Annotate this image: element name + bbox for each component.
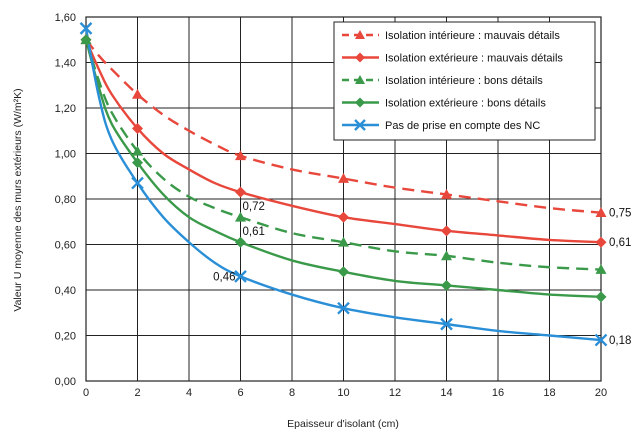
data-label: 0,75 [609, 208, 631, 220]
triangle-marker [441, 188, 452, 199]
legend-box [333, 21, 596, 141]
diamond-marker [355, 97, 365, 108]
x-marker-stroke [440, 317, 453, 331]
x-marker [440, 317, 453, 331]
diamond-marker [338, 266, 349, 278]
x-marker [594, 333, 608, 347]
x-marker-stroke [79, 22, 93, 35]
y-tick-label: 0,80 [55, 194, 76, 206]
triangle-marker [338, 173, 349, 183]
x-tick-label: 20 [595, 387, 607, 399]
triangle-marker [235, 150, 246, 161]
y-tick-label: 0,00 [55, 376, 76, 388]
x-tick-label: 16 [492, 387, 504, 399]
diamond-marker [132, 157, 143, 169]
x-tick-label: 18 [543, 387, 555, 399]
data-label: 0,61 [609, 237, 631, 249]
legend-entry: Isolation extérieure : mauvais détails [385, 53, 563, 65]
tick-labels: 0 2 4 6 8 10 12 14 16 18 20 0,00 0,20 0,40 0,60 0,80 1,0… [55, 12, 608, 399]
triangle-marker [132, 88, 143, 99]
x-axis-title: Epaisseur d'isolant (cm) [287, 418, 399, 430]
diamond-marker [235, 186, 246, 198]
y-tick-label: 1,40 [55, 58, 76, 70]
triangle-marker [235, 211, 246, 222]
marker-layer [79, 22, 608, 347]
x-tick-label: 4 [186, 387, 192, 399]
x-marker-stroke [337, 301, 350, 315]
plot-frame [85, 16, 602, 382]
legend-entry: Isolation intérieure : mauvais détails [385, 30, 560, 42]
diamond-marker [355, 52, 365, 63]
data-label: 0,46 [213, 271, 235, 283]
data-label: 0,72 [243, 201, 265, 213]
x-marker [79, 22, 93, 35]
triangle-marker [355, 75, 365, 84]
y-tick-label: 0,60 [55, 240, 76, 252]
y-tick-label: 0,20 [55, 331, 76, 343]
y-tick-label: 0,40 [55, 285, 76, 297]
x-tick-label: 10 [337, 387, 349, 399]
diamond-marker [441, 225, 452, 237]
x-marker [354, 119, 366, 131]
x-tick-label: 2 [134, 387, 140, 399]
y-tick-label: 1,60 [55, 12, 76, 24]
x-tick-label: 0 [83, 387, 89, 399]
diamond-marker [338, 211, 349, 223]
x-marker-stroke [354, 119, 366, 131]
x-marker-stroke [131, 176, 144, 190]
x-marker [234, 270, 247, 283]
y-tick-label: 1,00 [55, 149, 76, 161]
diamond-marker [235, 236, 246, 248]
diamond-marker [595, 291, 607, 303]
legend-entry: Pas de prise en compte des NC [385, 120, 540, 132]
triangle-marker [595, 264, 607, 274]
diamond-marker [132, 122, 143, 134]
x-marker-stroke [234, 270, 247, 283]
legend-entry: Isolation intérieure : bons détails [385, 75, 543, 87]
diamond-marker [595, 236, 607, 248]
legend: Isolation intérieure : mauvais détails Is… [333, 21, 596, 141]
triangle-marker [338, 236, 349, 247]
triangle-marker [355, 30, 365, 39]
x-tick-label: 8 [289, 387, 295, 399]
triangle-marker [595, 207, 607, 218]
legend-entry: Isolation extérieure : bons détails [385, 98, 546, 110]
data-label: 0,61 [243, 226, 265, 238]
y-axis-title: Valeur U moyenne des murs extérieurs (W/… [12, 88, 24, 311]
x-marker [337, 301, 350, 315]
y-tick-label: 1,20 [55, 103, 76, 115]
x-tick-label: 14 [440, 387, 452, 399]
triangle-marker [132, 145, 143, 156]
diamond-marker [80, 34, 92, 46]
x-marker [131, 176, 144, 190]
diamond-marker [441, 279, 452, 291]
x-tick-label: 12 [389, 387, 401, 399]
x-marker-stroke [594, 333, 608, 347]
x-tick-label: 6 [237, 387, 243, 399]
triangle-marker [441, 250, 452, 261]
data-label: 0,18 [609, 335, 631, 347]
annotations: 0,72 0,61 0,46 0,75 0,61 0,18 [213, 201, 631, 347]
